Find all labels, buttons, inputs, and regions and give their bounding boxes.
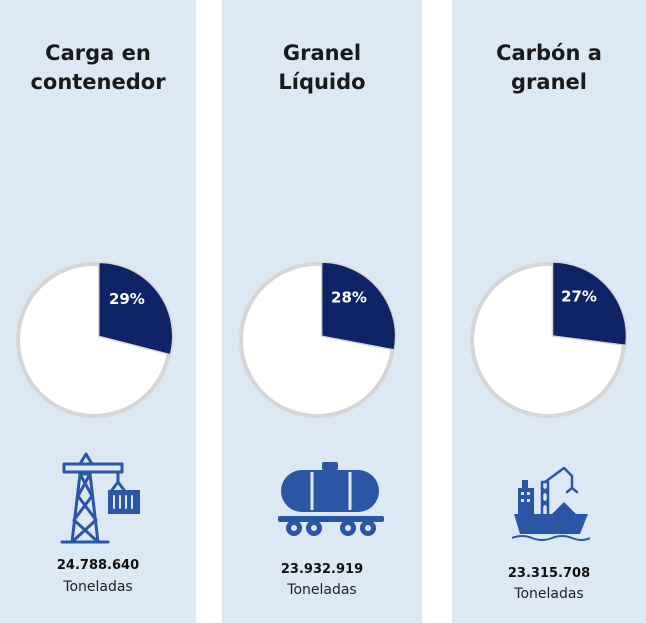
panel-title: Granel Líquido bbox=[222, 39, 422, 97]
panel-container-cargo: Carga en contenedor 29% 24.788.640 T bbox=[0, 0, 196, 623]
panel-title-line-1: Granel bbox=[282, 41, 362, 65]
panel-liquid-bulk: Granel Líquido 28% 23 bbox=[222, 0, 422, 623]
panel-title: Carga en contenedor bbox=[0, 39, 196, 97]
container-crane-icon bbox=[60, 452, 140, 544]
bulk-ship-icon bbox=[512, 466, 590, 541]
pie-chart: 28% bbox=[239, 261, 397, 418]
pie-chart: 27% bbox=[470, 261, 628, 418]
tonnage-value: 23.932.919 bbox=[280, 562, 364, 577]
panel-title-line-1: Carga en bbox=[45, 41, 151, 65]
panel-title: Carbón a granel bbox=[452, 39, 646, 97]
pie-slice-highlight bbox=[320, 261, 397, 351]
pie-data-label: 27% bbox=[561, 288, 597, 306]
tonnage-value: 24.788.640 bbox=[56, 558, 140, 573]
tonnage-unit: Toneladas bbox=[63, 579, 133, 595]
panel-title-line-1: Carbón a bbox=[496, 41, 602, 65]
pie-chart: 29% bbox=[16, 261, 174, 418]
panel-bulk-coal: Carbón a granel 27% bbox=[452, 0, 646, 623]
panel-title-line-2: contenedor bbox=[30, 70, 166, 94]
pie-slice-highlight bbox=[551, 261, 628, 347]
panel-title-line-2: Líquido bbox=[278, 70, 366, 94]
tank-wagon-icon bbox=[278, 462, 384, 536]
tonnage-value: 23.315.708 bbox=[507, 566, 591, 581]
pie-data-label: 28% bbox=[331, 289, 367, 307]
tonnage-unit: Toneladas bbox=[287, 582, 357, 598]
tonnage-unit: Toneladas bbox=[514, 586, 584, 602]
pie-slice-highlight bbox=[97, 261, 174, 356]
pie-data-label: 29% bbox=[109, 290, 145, 308]
panel-title-line-2: granel bbox=[511, 70, 587, 94]
